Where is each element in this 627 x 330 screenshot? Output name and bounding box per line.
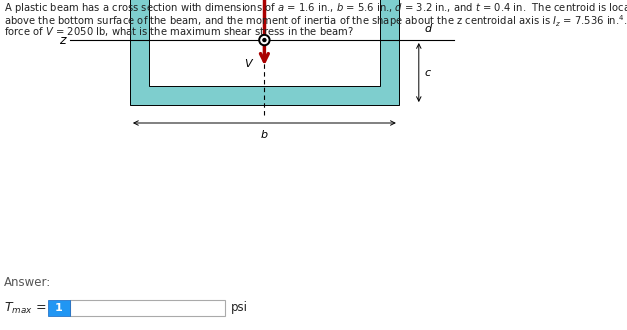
Text: $z$: $z$	[59, 34, 68, 47]
Text: $V$: $V$	[244, 57, 255, 69]
Text: $d$: $d$	[424, 22, 433, 34]
Text: $b$: $b$	[260, 128, 268, 140]
Circle shape	[263, 39, 266, 42]
Text: 1: 1	[55, 303, 63, 313]
Text: $c$: $c$	[424, 68, 432, 78]
Circle shape	[259, 35, 270, 46]
Text: Answer:: Answer:	[4, 276, 51, 288]
Text: psi: psi	[231, 302, 248, 314]
Polygon shape	[130, 0, 399, 105]
Circle shape	[261, 37, 268, 44]
Bar	[48, 300, 70, 316]
Text: force of $V$ = 2050 lb, what is the maximum shear stress in the beam?: force of $V$ = 2050 lb, what is the maxi…	[4, 25, 354, 38]
Text: $T_{max}$ =: $T_{max}$ =	[4, 300, 46, 315]
Bar	[70, 300, 225, 316]
Text: A plastic beam has a cross section with dimensions of $a$ = 1.6 in., $b$ = 5.6 i: A plastic beam has a cross section with …	[4, 1, 627, 15]
Text: above the bottom surface of the beam, and the moment of inertia of the shape abo: above the bottom surface of the beam, an…	[4, 13, 627, 29]
